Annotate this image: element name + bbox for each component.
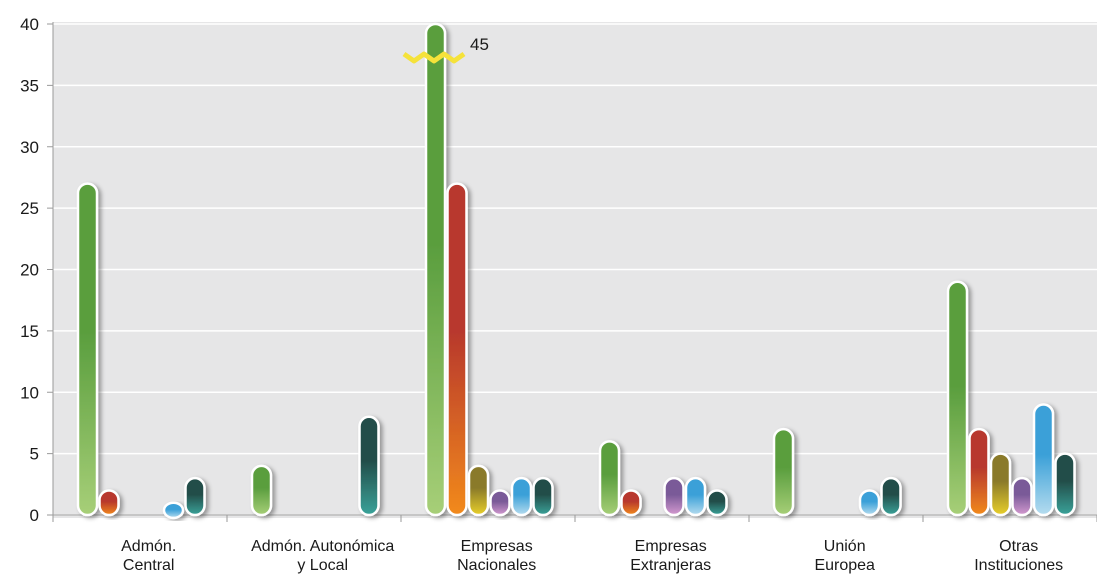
axis-break-mark [402,51,466,64]
y-tick-label: 25 [20,199,39,218]
bar [98,489,120,517]
bar [489,489,511,517]
bar [989,452,1012,517]
x-tick-label: Empresas Nacionales [457,538,536,574]
bar [706,489,728,517]
x-tick-label: Admón. Autonómica y Local [251,538,394,574]
annotations: 45 [402,35,489,64]
bar [620,489,642,517]
bar [968,427,990,517]
bar [1054,452,1076,517]
bar [1032,403,1055,517]
y-tick-label: 0 [30,506,39,525]
bar [446,182,468,517]
y-tick-label: 35 [20,76,39,95]
bar [880,476,902,517]
bar [424,22,447,517]
bar [510,476,533,517]
y-tick-label: 30 [20,138,39,157]
y-axis: 0 5 10 15 20 25 30 35 40 [20,15,54,525]
y-tick-label: 40 [20,15,39,34]
bars [76,22,1076,520]
x-tick-label: Empresas Extranjeras [630,538,711,574]
bar [684,476,707,517]
bar [858,489,881,517]
bar [76,182,99,517]
bar [663,476,685,517]
bar [162,501,185,520]
x-tick-label: Unión Europea [814,538,875,574]
bar [772,427,795,517]
bar [1011,476,1033,517]
bar [598,440,621,517]
y-tick-label: 10 [20,383,39,402]
bar [532,476,554,517]
bar [250,464,273,517]
y-tick-label: 5 [30,445,39,464]
y-tick-label: 20 [20,261,39,280]
bar [467,464,490,517]
data-label: 45 [470,35,489,54]
x-tick-label: Otras Instituciones [974,538,1063,574]
bar [946,280,969,517]
x-axis: Admón. Central Admón. Autonómica y Local Emp… [52,514,1097,574]
bar [184,476,206,517]
bar [358,415,380,517]
x-tick-label: Admón. Central [121,538,176,574]
y-tick-label: 15 [20,322,39,341]
